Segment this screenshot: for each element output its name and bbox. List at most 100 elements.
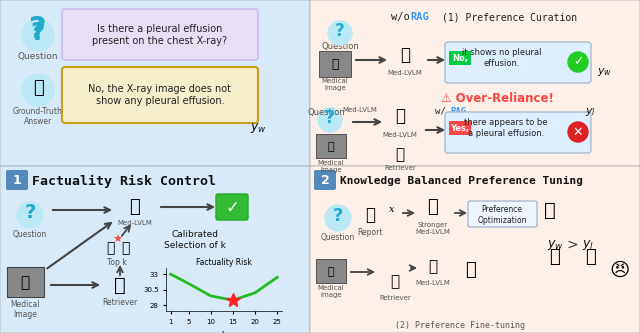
Text: 🫁: 🫁	[328, 142, 334, 152]
Text: w/: w/	[435, 107, 445, 116]
Text: 1: 1	[13, 174, 21, 187]
FancyBboxPatch shape	[449, 51, 471, 65]
Text: (1) Preference Curation: (1) Preference Curation	[442, 12, 577, 22]
FancyBboxPatch shape	[310, 0, 640, 166]
Text: $y_l$: $y_l$	[582, 238, 594, 252]
FancyBboxPatch shape	[445, 112, 591, 153]
Text: ✓: ✓	[573, 56, 583, 69]
Text: x: x	[389, 205, 395, 214]
Text: Preference
Optimization: Preference Optimization	[477, 205, 527, 225]
FancyBboxPatch shape	[316, 134, 346, 158]
Text: Question: Question	[321, 42, 359, 51]
Text: 📄: 📄	[550, 248, 561, 266]
Circle shape	[318, 108, 342, 132]
Text: 🫁: 🫁	[332, 59, 339, 72]
Text: 🫁: 🫁	[328, 267, 334, 277]
Text: ?: ?	[24, 203, 36, 222]
Text: 🔍: 🔍	[396, 148, 404, 163]
Text: Med-LVLM: Med-LVLM	[118, 220, 152, 226]
FancyBboxPatch shape	[319, 51, 351, 77]
Title: Factuality Risk: Factuality Risk	[196, 258, 252, 267]
FancyBboxPatch shape	[310, 166, 640, 333]
Text: Med-LVLM: Med-LVLM	[342, 107, 378, 113]
Text: $y_l$: $y_l$	[584, 106, 595, 118]
Circle shape	[17, 202, 43, 228]
FancyBboxPatch shape	[62, 9, 258, 60]
FancyBboxPatch shape	[314, 170, 336, 190]
Text: Medical
Image: Medical Image	[317, 285, 344, 298]
Text: 🤖: 🤖	[428, 259, 438, 274]
FancyBboxPatch shape	[6, 170, 28, 190]
Text: $y_w$: $y_w$	[547, 238, 563, 252]
Text: Question: Question	[18, 52, 58, 61]
Text: >: >	[566, 238, 578, 252]
Text: Ground-Truth
Answer: Ground-Truth Answer	[13, 107, 63, 127]
Text: (2) Preference Fine-tuning: (2) Preference Fine-tuning	[395, 321, 525, 330]
Text: Yes,: Yes,	[451, 124, 470, 133]
Text: there appears to be
a pleural effusion.: there appears to be a pleural effusion.	[464, 118, 548, 138]
X-axis label: k: k	[221, 331, 227, 333]
Text: Is there a pleural effusion
present on the chest X-ray?: Is there a pleural effusion present on t…	[92, 24, 228, 46]
Text: 📋: 📋	[365, 206, 375, 224]
Text: Question: Question	[321, 233, 355, 242]
Text: ✕: ✕	[573, 126, 583, 139]
Text: 🫁: 🫁	[20, 275, 29, 290]
FancyBboxPatch shape	[0, 166, 310, 333]
Text: ✓: ✓	[225, 199, 239, 217]
Text: Retriever: Retriever	[384, 165, 416, 171]
Text: 🤖: 🤖	[130, 198, 140, 216]
FancyBboxPatch shape	[0, 0, 310, 166]
FancyBboxPatch shape	[445, 42, 591, 83]
Text: ?: ?	[333, 207, 343, 225]
Text: ★: ★	[112, 235, 122, 245]
Text: 🤖: 🤖	[428, 198, 438, 216]
Text: Med-LVLM: Med-LVLM	[388, 70, 422, 76]
Text: Top k: Top k	[107, 258, 127, 267]
Text: w/o: w/o	[390, 12, 410, 22]
Text: Question: Question	[13, 230, 47, 239]
Text: RAG: RAG	[450, 107, 466, 116]
Text: ?: ?	[31, 21, 45, 45]
Text: Stronger
Med-LVLM: Stronger Med-LVLM	[415, 222, 451, 235]
Text: 🤖: 🤖	[400, 46, 410, 64]
FancyBboxPatch shape	[449, 121, 471, 135]
FancyBboxPatch shape	[316, 259, 346, 283]
Text: 😠: 😠	[610, 260, 630, 279]
Text: Med-LVLM: Med-LVLM	[383, 132, 417, 138]
Text: Medical
Image: Medical Image	[317, 160, 344, 173]
Text: 🔄: 🔄	[465, 261, 476, 279]
Text: ?: ?	[335, 22, 345, 40]
Text: 🤖: 🤖	[395, 107, 405, 125]
Text: ⚠ Over-Reliance!: ⚠ Over-Reliance!	[440, 92, 554, 105]
Text: 2: 2	[321, 174, 330, 187]
Circle shape	[568, 52, 588, 72]
FancyBboxPatch shape	[468, 201, 537, 227]
Circle shape	[568, 122, 588, 142]
FancyBboxPatch shape	[62, 67, 258, 123]
Text: Factuality Risk Control: Factuality Risk Control	[32, 174, 216, 187]
Text: Report: Report	[357, 228, 383, 237]
Text: Question: Question	[307, 108, 345, 117]
Circle shape	[328, 21, 352, 45]
FancyBboxPatch shape	[7, 267, 44, 297]
Text: Calibrated
Selection of k: Calibrated Selection of k	[164, 230, 226, 250]
Text: Med-LVLM: Med-LVLM	[415, 280, 451, 286]
Text: 📄: 📄	[106, 241, 114, 255]
Text: $y_w$: $y_w$	[597, 66, 612, 78]
Text: 📄: 📄	[584, 248, 595, 266]
Text: No, the X-ray image does not
show any pleural effusion.: No, the X-ray image does not show any pl…	[88, 84, 232, 106]
Text: ?: ?	[325, 109, 335, 127]
Text: Knowledge Balanced Preference Tuning: Knowledge Balanced Preference Tuning	[340, 176, 583, 186]
Text: 🔑: 🔑	[33, 79, 44, 97]
Text: No,: No,	[452, 54, 468, 63]
Text: Retriever: Retriever	[379, 295, 411, 301]
Text: ?: ?	[29, 16, 47, 45]
Circle shape	[22, 19, 54, 51]
FancyBboxPatch shape	[216, 194, 248, 220]
Text: 🏆: 🏆	[544, 200, 556, 219]
Text: Retriever: Retriever	[102, 298, 138, 307]
Circle shape	[325, 205, 351, 231]
Text: 🔍: 🔍	[114, 275, 126, 294]
Text: 📄: 📄	[121, 241, 129, 255]
Text: RAG: RAG	[411, 12, 429, 22]
